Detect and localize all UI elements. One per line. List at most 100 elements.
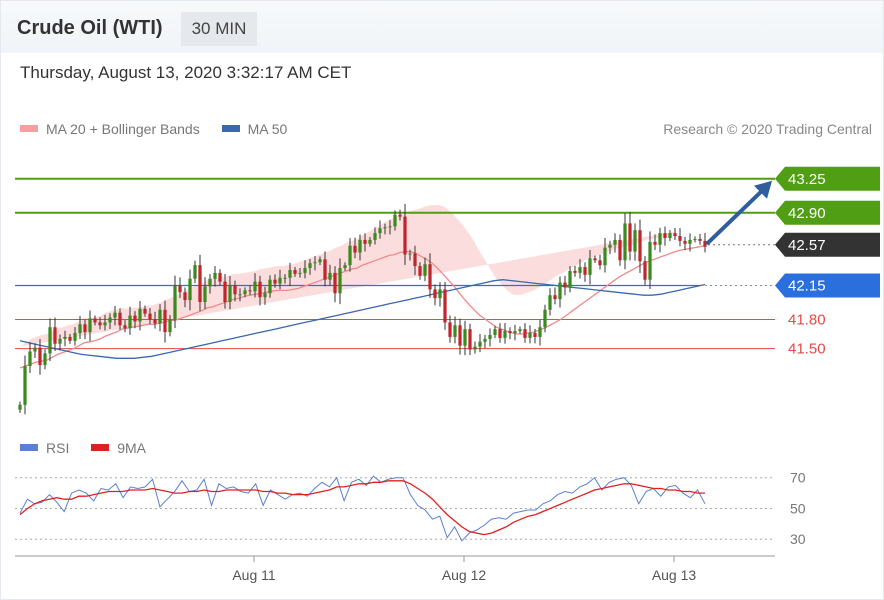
candle-body xyxy=(313,262,317,264)
candle-body xyxy=(648,241,652,280)
candle-body xyxy=(678,236,682,241)
candle-body xyxy=(63,336,67,339)
candle-body xyxy=(48,327,52,354)
candle-body xyxy=(378,228,382,234)
candle-body xyxy=(543,309,547,328)
candle-body xyxy=(538,327,542,337)
candle-body xyxy=(263,293,267,298)
candle-body xyxy=(348,245,352,266)
candle-body xyxy=(28,351,32,367)
candle-body xyxy=(323,259,327,280)
candle-body xyxy=(58,338,62,344)
candle-body xyxy=(318,259,322,263)
candle-body xyxy=(118,312,122,326)
level-tag xyxy=(775,200,880,225)
candle-body xyxy=(468,329,472,350)
candle-body xyxy=(573,270,577,273)
ma50-swatch xyxy=(221,125,240,132)
candle-body xyxy=(453,325,457,337)
candle-body xyxy=(353,245,357,253)
candle-body xyxy=(693,238,697,240)
candle-body xyxy=(233,285,237,295)
candle-body xyxy=(113,312,117,318)
candle-body xyxy=(133,315,137,322)
candle-body xyxy=(663,233,667,238)
candle-body xyxy=(433,289,437,299)
candle-body xyxy=(308,263,312,269)
candle-body xyxy=(563,282,567,288)
candle-body xyxy=(658,233,662,245)
candle-body xyxy=(498,329,502,338)
candle-body xyxy=(513,331,517,334)
legend-item-ma9: 9MA xyxy=(91,440,146,456)
candle-body xyxy=(643,261,647,280)
candle-body xyxy=(278,277,282,284)
x-tick-label: Aug 12 xyxy=(442,567,487,583)
candle-body xyxy=(383,227,387,229)
candle-body xyxy=(148,313,152,320)
candle-body xyxy=(363,239,367,244)
candle-body xyxy=(488,334,492,339)
price-legend: MA 20 + Bollinger Bands MA 50 xyxy=(20,121,305,137)
rsi-tick-label: 70 xyxy=(790,470,806,486)
candle-body xyxy=(623,223,627,261)
candle-body xyxy=(223,281,227,303)
candle-body xyxy=(358,239,362,253)
ma20-line xyxy=(19,245,706,369)
candle-body xyxy=(293,269,297,274)
legend-label-ma20: MA 20 + Bollinger Bands xyxy=(46,121,200,137)
candle-body xyxy=(408,253,412,255)
rsi-tick-label: 30 xyxy=(790,531,806,547)
candle-body xyxy=(668,233,672,238)
candle-body xyxy=(518,329,522,332)
projection-arrowhead xyxy=(754,180,772,199)
candle-body xyxy=(423,264,427,276)
candle-body xyxy=(303,268,307,273)
candle-body xyxy=(493,329,497,335)
candle-body xyxy=(53,327,57,344)
level-label: 41.50 xyxy=(788,341,826,358)
candle-body xyxy=(398,214,402,217)
candle-body xyxy=(428,264,432,290)
ma50-line xyxy=(19,279,706,359)
rsi-swatch xyxy=(20,444,38,451)
candle-body xyxy=(653,241,657,245)
rsi-line xyxy=(19,475,706,542)
candle-body xyxy=(108,317,112,323)
level-tag xyxy=(775,232,880,257)
projection-arrow xyxy=(706,188,764,245)
x-tick-label: Aug 13 xyxy=(652,567,697,583)
candle-body xyxy=(33,347,37,352)
report-datetime: Thursday, August 13, 2020 3:32:17 AM CET xyxy=(20,63,352,82)
candle-body xyxy=(403,216,407,255)
bollinger-band xyxy=(20,205,684,347)
candle-body xyxy=(368,239,372,244)
candle-body xyxy=(393,214,397,227)
candle-body xyxy=(463,329,467,346)
header-band xyxy=(1,1,883,53)
candle-body xyxy=(218,272,222,282)
legend-item-ma20: MA 20 + Bollinger Bands xyxy=(20,121,200,137)
candle-body xyxy=(143,308,147,314)
candle-body xyxy=(593,258,597,261)
candle-body xyxy=(528,333,532,338)
candle-body xyxy=(548,295,552,310)
candle-body xyxy=(443,289,447,323)
candle-body xyxy=(388,226,392,228)
candle-body xyxy=(603,247,607,266)
rsi-tick-label: 50 xyxy=(790,500,806,516)
candle-body xyxy=(638,230,642,262)
candle-body xyxy=(173,285,177,320)
candle-body xyxy=(568,270,572,288)
candle-body xyxy=(343,265,347,269)
legend-label-ma9: 9MA xyxy=(117,440,147,456)
candle-body xyxy=(228,285,232,303)
candle-body xyxy=(533,333,537,337)
timeframe-badge[interactable]: 30 MIN xyxy=(181,12,257,46)
candle-body xyxy=(183,292,187,301)
candle-body xyxy=(683,240,687,244)
candle-body xyxy=(613,239,617,245)
candle-body xyxy=(268,279,272,294)
candle-body xyxy=(68,336,72,341)
